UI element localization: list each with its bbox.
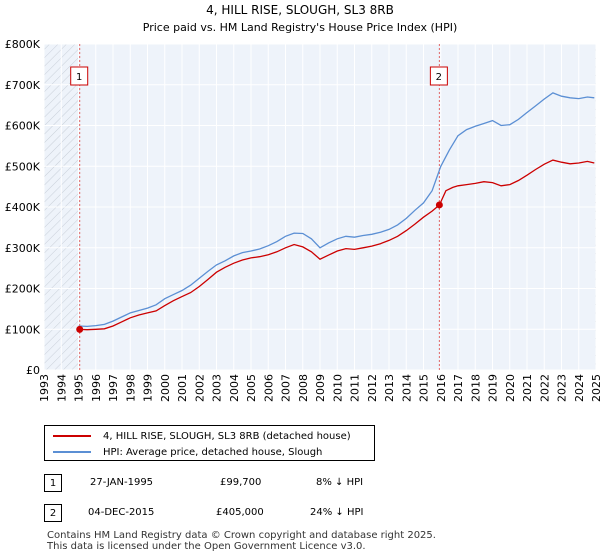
series-line <box>78 92 595 328</box>
x-tick-label: 1997 <box>107 374 120 402</box>
x-tick-label: 2024 <box>573 374 586 402</box>
sale-label: 2 <box>436 72 442 83</box>
x-tick-label: 2002 <box>193 374 206 402</box>
legend-swatch-hpi <box>53 451 91 453</box>
price-chart: 4, HILL RISE, SLOUGH, SL3 8RB Price paid… <box>5 3 600 402</box>
y-tick-label: £300K <box>5 242 41 255</box>
x-tick-label: 1995 <box>73 374 86 402</box>
x-tick-label: 2013 <box>383 374 396 402</box>
transaction-hpi: 24% ↓ HPI <box>310 507 364 518</box>
x-tick-label: 2008 <box>297 374 310 402</box>
footer-licence: This data is licensed under the Open Gov… <box>47 541 366 552</box>
x-tick-label: 2018 <box>469 374 482 402</box>
y-tick-label: £700K <box>5 79 41 92</box>
footer-copyright: Contains HM Land Registry data © Crown c… <box>47 530 436 541</box>
x-tick-label: 2023 <box>556 374 569 402</box>
transaction-date: 04-DEC-2015 <box>88 507 155 518</box>
x-tick-label: 2011 <box>349 374 362 402</box>
legend-item-hpi: HPI: Average price, detached house, Slou… <box>53 444 322 460</box>
chart-subtitle: Price paid vs. HM Land Registry's House … <box>143 21 458 34</box>
x-tick-label: 1993 <box>38 374 51 402</box>
transaction-date: 27-JAN-1995 <box>90 477 154 488</box>
transaction-price: £99,700 <box>220 477 262 488</box>
x-tick-label: 2001 <box>176 374 189 402</box>
legend: 4, HILL RISE, SLOUGH, SL3 8RB (detached … <box>44 425 375 461</box>
x-tick-label: 2016 <box>435 374 448 402</box>
x-tick-label: 2010 <box>331 374 344 402</box>
sale-point <box>435 201 443 209</box>
legend-item-property: 4, HILL RISE, SLOUGH, SL3 8RB (detached … <box>53 428 351 444</box>
footer: Contains HM Land Registry data © Crown c… <box>47 530 436 552</box>
x-tick-label: 2006 <box>262 374 275 402</box>
x-tick-label: 2007 <box>280 374 293 402</box>
chart-title: 4, HILL RISE, SLOUGH, SL3 8RB <box>206 3 394 17</box>
x-tick-label: 2021 <box>521 374 534 402</box>
sale-label-box <box>429 66 448 86</box>
y-tick-label: £400K <box>5 201 41 214</box>
x-tick-label: 2014 <box>400 374 413 402</box>
y-tick-label: £800K <box>5 38 41 51</box>
x-tick-label: 2003 <box>211 374 224 402</box>
y-tick-label: £500K <box>5 160 41 173</box>
transaction-number: 2 <box>44 504 62 522</box>
y-tick-label: £200K <box>5 283 41 296</box>
legend-label-hpi: HPI: Average price, detached house, Slou… <box>103 446 323 458</box>
x-tick-label: 2019 <box>487 374 500 402</box>
x-tick-label: 2015 <box>418 374 431 402</box>
x-tick-label: 2005 <box>245 374 258 402</box>
x-tick-label: 1998 <box>124 374 137 402</box>
y-tick-label: £100K <box>5 323 41 336</box>
legend-label-property: 4, HILL RISE, SLOUGH, SL3 8RB (detached … <box>103 430 351 442</box>
series-line <box>79 159 595 331</box>
x-tick-label: 1999 <box>142 374 155 402</box>
y-tick-label: £600K <box>5 120 41 133</box>
transaction-number: 1 <box>44 474 62 492</box>
sale-point <box>76 325 84 333</box>
x-tick-label: 2022 <box>538 374 551 402</box>
transaction-price: £405,000 <box>216 507 264 518</box>
x-tick-label: 2017 <box>452 374 465 402</box>
sale-label: 1 <box>76 72 82 83</box>
x-tick-label: 2025 <box>590 374 600 402</box>
x-tick-label: 2000 <box>159 374 172 402</box>
sale-label-box <box>70 66 89 86</box>
transaction-hpi: 8% ↓ HPI <box>316 477 364 488</box>
x-tick-label: 1994 <box>55 374 68 402</box>
x-tick-label: 1996 <box>90 374 103 402</box>
x-tick-label: 2020 <box>504 374 517 402</box>
x-tick-label: 2009 <box>314 374 327 402</box>
x-tick-label: 2004 <box>228 374 241 402</box>
y-tick-label: £0 <box>26 364 40 377</box>
x-tick-label: 2012 <box>366 374 379 402</box>
legend-swatch-property <box>53 435 91 437</box>
